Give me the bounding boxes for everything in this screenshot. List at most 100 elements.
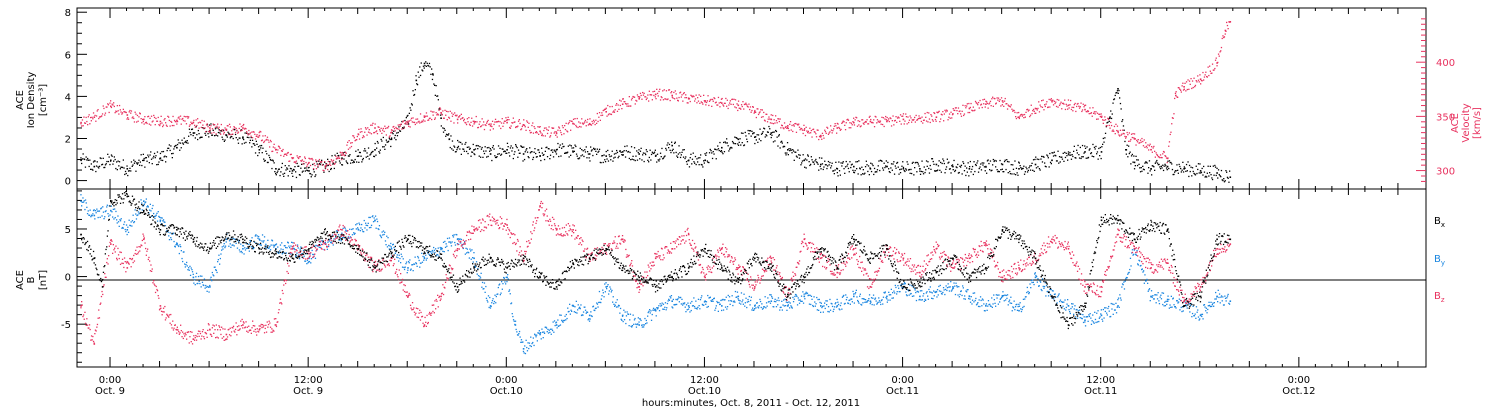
velocity-dot [115, 110, 117, 112]
density-dot [905, 169, 908, 171]
velocity-dot [1015, 117, 1018, 120]
velocity-dot [109, 102, 111, 104]
density-dot [729, 147, 731, 149]
density-dot [493, 148, 495, 150]
by-dot [773, 300, 776, 303]
velocity-dot [122, 108, 124, 110]
density-dot [278, 168, 280, 170]
by-dot [821, 306, 823, 309]
by-dot [851, 298, 853, 300]
by-dot [866, 300, 869, 302]
by-dot [386, 235, 388, 237]
velocity-dot [314, 164, 316, 167]
velocity-dot [1069, 104, 1071, 106]
by-dot [224, 245, 227, 247]
velocity-dot [1177, 87, 1179, 89]
density-dot [419, 74, 422, 77]
density-dot [1026, 171, 1029, 173]
velocity-dot-point [258, 134, 261, 137]
density-dot [214, 135, 216, 137]
velocity-dot [1190, 78, 1192, 80]
velocity-dot [306, 165, 308, 167]
velocity-dot [881, 116, 883, 118]
by-dot [345, 230, 348, 232]
by-dot [491, 302, 493, 304]
velocity-dot [1209, 65, 1211, 67]
by-dot [619, 312, 621, 314]
density-dot [471, 151, 473, 153]
by-dot [222, 248, 224, 250]
density-dot [683, 149, 685, 151]
by-dot [885, 296, 887, 299]
by-dot [714, 309, 716, 311]
density-dot [408, 123, 410, 125]
velocity-dot [640, 94, 642, 97]
by-dot [567, 307, 569, 309]
density-dot [831, 162, 833, 164]
density-dot [451, 148, 453, 150]
velocity-dot [1017, 116, 1019, 118]
density-dot [1015, 167, 1018, 169]
by-dot [329, 238, 331, 241]
by-dot [747, 298, 749, 301]
velocity-dot [604, 108, 607, 110]
velocity-dot [1188, 88, 1190, 90]
density-dot [594, 148, 596, 150]
density-dot [705, 152, 708, 154]
density-dot [884, 166, 886, 169]
density-dot [410, 103, 413, 105]
density-dot [195, 126, 197, 128]
velocity-dot [549, 136, 551, 138]
velocity-dot [898, 117, 900, 119]
density-dot [442, 131, 445, 133]
density-dot [1168, 160, 1171, 162]
velocity-dot [166, 125, 168, 127]
density-dot [412, 90, 414, 92]
velocity-dot [392, 126, 394, 128]
velocity-dot [220, 133, 222, 135]
by-dot [102, 211, 105, 213]
velocity-dot [739, 107, 741, 109]
density-dot [559, 144, 561, 146]
density-dot [660, 156, 662, 158]
density-dot [701, 164, 703, 166]
by-dot [604, 283, 606, 285]
velocity-dot [474, 122, 476, 124]
density-dot-point [308, 170, 310, 172]
by-dot [518, 330, 521, 333]
density-dot [285, 169, 287, 171]
density-dot [910, 168, 912, 171]
density-dot [1045, 166, 1047, 168]
density-dot [387, 141, 389, 143]
velocity-dot [388, 136, 390, 138]
by-dot [908, 294, 910, 296]
velocity-dot [329, 162, 331, 164]
by-dot [116, 219, 118, 221]
by-dot [428, 253, 430, 255]
velocity-dot [175, 121, 177, 123]
by-dot [234, 238, 236, 240]
density-dot [445, 133, 448, 135]
by-dot [497, 286, 499, 289]
velocity-dot [334, 162, 336, 165]
velocity-dot [618, 108, 620, 110]
velocity-dot [1061, 102, 1064, 105]
density-dot [1074, 157, 1076, 159]
density-dot [969, 166, 971, 168]
velocity-dot [114, 112, 116, 114]
velocity-dot-point [820, 134, 822, 137]
density-dot [265, 150, 267, 152]
density-dot [935, 170, 937, 172]
velocity-dot [1054, 102, 1056, 105]
velocity-dot [1169, 133, 1171, 136]
velocity-dot [271, 150, 273, 153]
by-dot [116, 222, 118, 224]
velocity-dot [162, 124, 165, 126]
density-dot [1093, 156, 1095, 158]
density-dot-point [225, 134, 228, 136]
density-dot [1153, 166, 1155, 168]
velocity-dot [1078, 105, 1080, 107]
velocity-dot [948, 113, 951, 115]
velocity-dot [1010, 104, 1012, 106]
